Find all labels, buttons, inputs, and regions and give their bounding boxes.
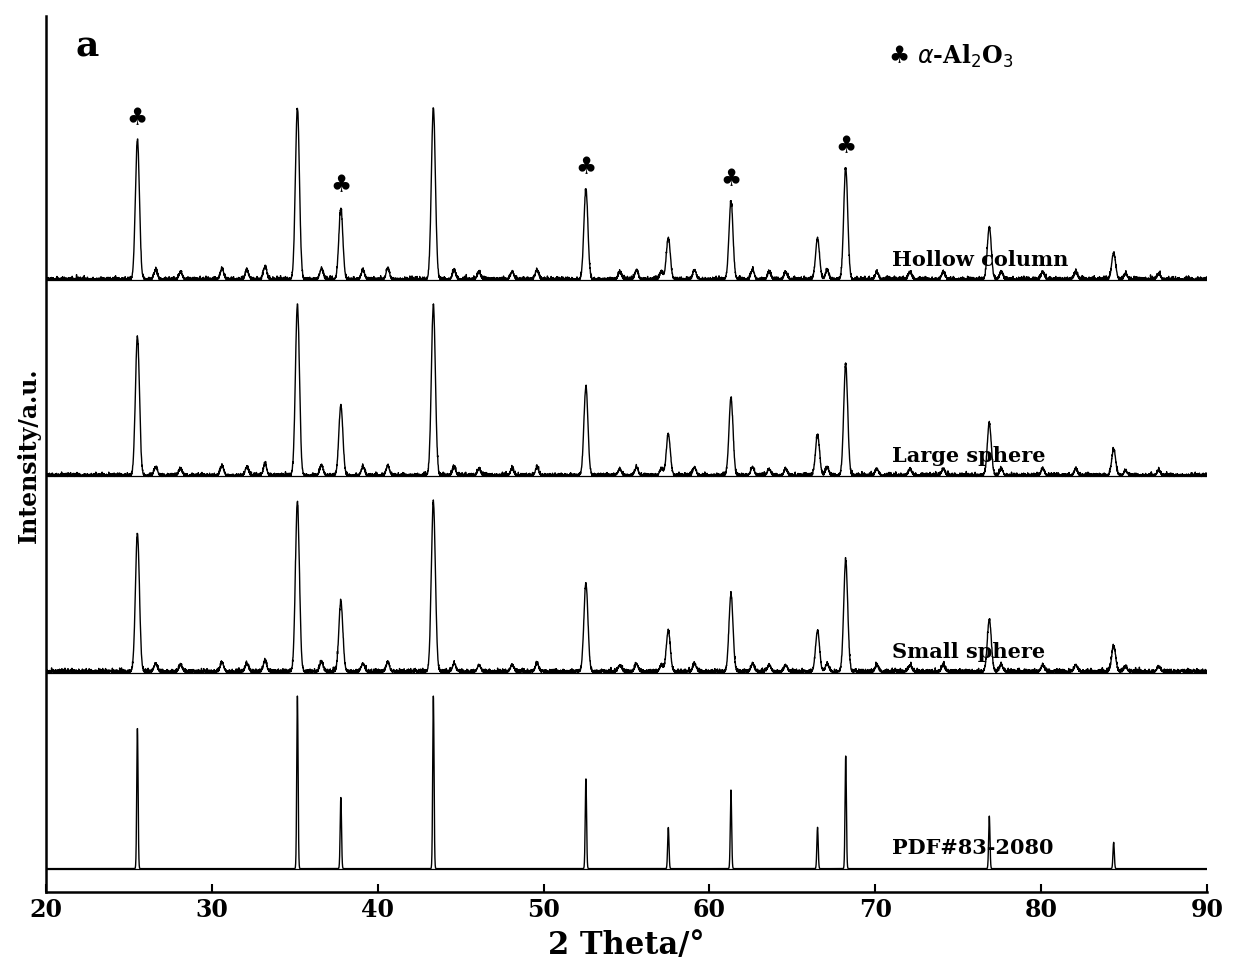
Text: ♣ $\alpha$-Al$_2$O$_3$: ♣ $\alpha$-Al$_2$O$_3$ — [888, 43, 1013, 70]
Text: PDF#83-2080: PDF#83-2080 — [892, 837, 1053, 857]
Text: ♣: ♣ — [575, 154, 596, 179]
Text: ♣: ♣ — [836, 134, 857, 157]
Text: Small sphere: Small sphere — [892, 641, 1045, 661]
Text: a: a — [76, 29, 99, 64]
Y-axis label: Intensity/a.u.: Intensity/a.u. — [16, 366, 41, 542]
Text: ♣: ♣ — [720, 167, 742, 191]
Text: ♣: ♣ — [126, 106, 148, 130]
X-axis label: 2 Theta/°: 2 Theta/° — [548, 929, 704, 960]
Text: Large sphere: Large sphere — [892, 446, 1045, 465]
Text: Hollow column: Hollow column — [892, 249, 1068, 270]
Text: ♣: ♣ — [330, 173, 351, 197]
